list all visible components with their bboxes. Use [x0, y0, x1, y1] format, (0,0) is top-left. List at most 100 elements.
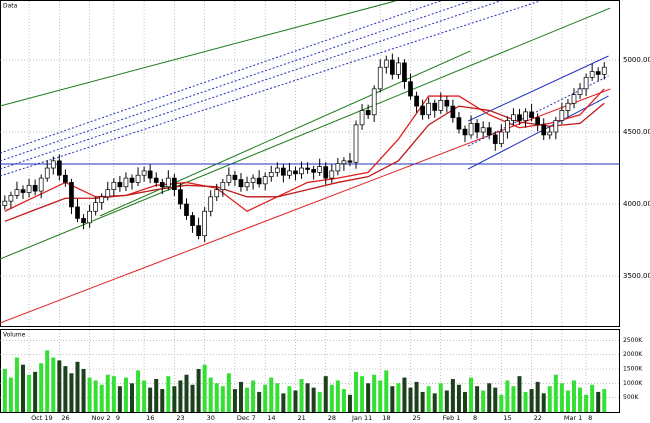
volume-bar [559, 383, 564, 412]
volume-bar [360, 376, 365, 412]
volume-bar [335, 380, 340, 412]
candle-body [438, 100, 444, 111]
volume-bar [311, 387, 316, 412]
volume-bar [523, 391, 528, 412]
volume-bar [420, 391, 425, 412]
volume-bar [517, 376, 522, 412]
candle-body [389, 59, 395, 75]
candle-body [547, 131, 553, 136]
candle-body [559, 110, 565, 121]
candle-body [371, 88, 377, 116]
volume-bars [2, 350, 607, 412]
candle-body [190, 215, 195, 226]
volume-bar [232, 389, 237, 412]
candle-body [353, 124, 359, 163]
volume-bar [226, 373, 231, 412]
volume-bar [456, 384, 461, 412]
volume-bar [402, 377, 407, 412]
candle-body [111, 182, 117, 190]
x-tick-label: 16 [146, 414, 154, 422]
volume-bar [160, 389, 165, 412]
candle-body [529, 111, 534, 118]
candle-body [595, 71, 601, 75]
candle-body [583, 76, 589, 90]
volume-bar [263, 384, 268, 412]
candle-body [178, 189, 183, 205]
candle-body [226, 174, 232, 183]
candle-body [26, 184, 32, 193]
volume-bar [214, 383, 219, 412]
candle-body [287, 170, 292, 176]
candle-body [56, 160, 62, 176]
trend-line [0, 0, 471, 162]
candle-body [462, 128, 468, 136]
volume-bar [251, 380, 256, 412]
y-tick-label: 5000.00 [623, 56, 650, 64]
volume-bar [45, 350, 50, 412]
candle-body [38, 177, 44, 192]
candle-body [63, 174, 68, 183]
volume-bar [81, 368, 86, 412]
candle-body [32, 184, 38, 192]
volume-bar [21, 364, 26, 412]
volume-bar [220, 386, 225, 412]
x-tick-label: Oct 19 [31, 414, 53, 422]
candle-body [244, 182, 250, 188]
candle-body [535, 117, 541, 126]
volume-bar [148, 387, 153, 412]
x-tick-label: Nov 2 [92, 414, 111, 422]
volume-bar [39, 363, 44, 412]
x-tick-label: 14 [267, 414, 275, 422]
candle-body [323, 166, 329, 179]
volume-bar [347, 394, 352, 412]
candle-body [165, 177, 171, 188]
candle-body [505, 120, 510, 133]
volume-bar [354, 371, 359, 412]
candle-body [299, 167, 304, 175]
volume-bar [602, 389, 607, 412]
volume-bar [166, 376, 171, 412]
volume-bar [111, 376, 116, 412]
candle-body [105, 189, 111, 198]
volume-tick-label: 2000K [623, 351, 643, 358]
candle-body [341, 160, 347, 165]
candle-body [432, 102, 438, 111]
volume-bar [571, 380, 576, 412]
volume-bar [69, 373, 74, 412]
candle-body [135, 174, 141, 183]
candle-body [335, 163, 341, 172]
volume-bar [553, 374, 558, 412]
volume-bar [208, 377, 213, 412]
volume-bar [87, 377, 92, 412]
volume-bar [578, 387, 583, 412]
x-tick-label: 18 [382, 414, 390, 422]
candle-body [329, 170, 335, 179]
volume-bar [378, 380, 383, 412]
volume-tick-label: 2500K [623, 337, 643, 344]
volume-bar [493, 387, 498, 412]
candle-body [50, 160, 56, 169]
candle-body [159, 182, 165, 188]
candle-body [250, 177, 256, 183]
volume-bar [57, 360, 62, 412]
candle-body [426, 102, 432, 116]
candle-body [414, 95, 419, 107]
candle-body [565, 102, 571, 111]
candle-body [317, 166, 323, 173]
volume-bar [117, 386, 122, 412]
candle-body [365, 110, 371, 116]
candle-body [492, 134, 498, 144]
volume-bar [245, 387, 250, 412]
candle-body [601, 66, 607, 75]
candle-body [99, 196, 105, 203]
x-tick-label: 22 [534, 414, 542, 422]
volume-bar [305, 383, 310, 412]
volume-bar [202, 364, 207, 412]
volume-bar [8, 377, 13, 412]
volume-bar [475, 386, 480, 412]
candle-body [8, 195, 14, 202]
candle-body [14, 189, 20, 196]
x-tick-label: Mar 1 [564, 414, 582, 422]
volume-bar [105, 374, 110, 412]
candle-body [274, 167, 280, 173]
